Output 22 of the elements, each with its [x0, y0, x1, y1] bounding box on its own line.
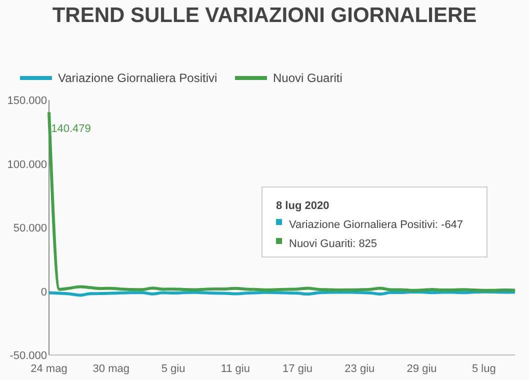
- x-tick-label: 17 giu: [282, 363, 313, 375]
- chart-title: TREND SULLE VARIAZIONI GIORNALIERE: [52, 4, 477, 27]
- x-tick-label: 11 giu: [220, 363, 250, 375]
- x-tick-label: 5 lug: [472, 363, 496, 375]
- annotation: 8 lug 2020: [276, 200, 330, 212]
- line-series: [48, 110, 516, 292]
- x-tick-label: 30 mag: [92, 363, 130, 375]
- y-tick-label: 100.000: [7, 158, 47, 171]
- data-label: 140.479: [51, 123, 91, 136]
- annotation: Nuovi Guariti: 825: [289, 238, 378, 250]
- tooltip-box: 8 lug 2020 Variazione Giornaliera Positivi: -647 Nuovi Guariti: 825: [262, 186, 488, 258]
- x-tick-label: 23 giu: [344, 363, 375, 375]
- x-tick-label: 24 mag: [30, 363, 68, 375]
- legend-label: Nuovi Guariti: [273, 71, 342, 85]
- annotation: Variazione Giornaliera Positivi: -647: [289, 219, 464, 231]
- legend-label: Variazione Giornaliera Positivi: [58, 71, 218, 85]
- y-tick-label: 150.000: [7, 95, 47, 107]
- y-tick-label: 0: [40, 286, 47, 298]
- y-tick-label: -50.000: [10, 350, 47, 362]
- y-tick-label: 50.000: [13, 222, 47, 234]
- x-tick-label: 5 giu: [161, 363, 186, 375]
- x-tick-label: 29 giu: [406, 363, 437, 375]
